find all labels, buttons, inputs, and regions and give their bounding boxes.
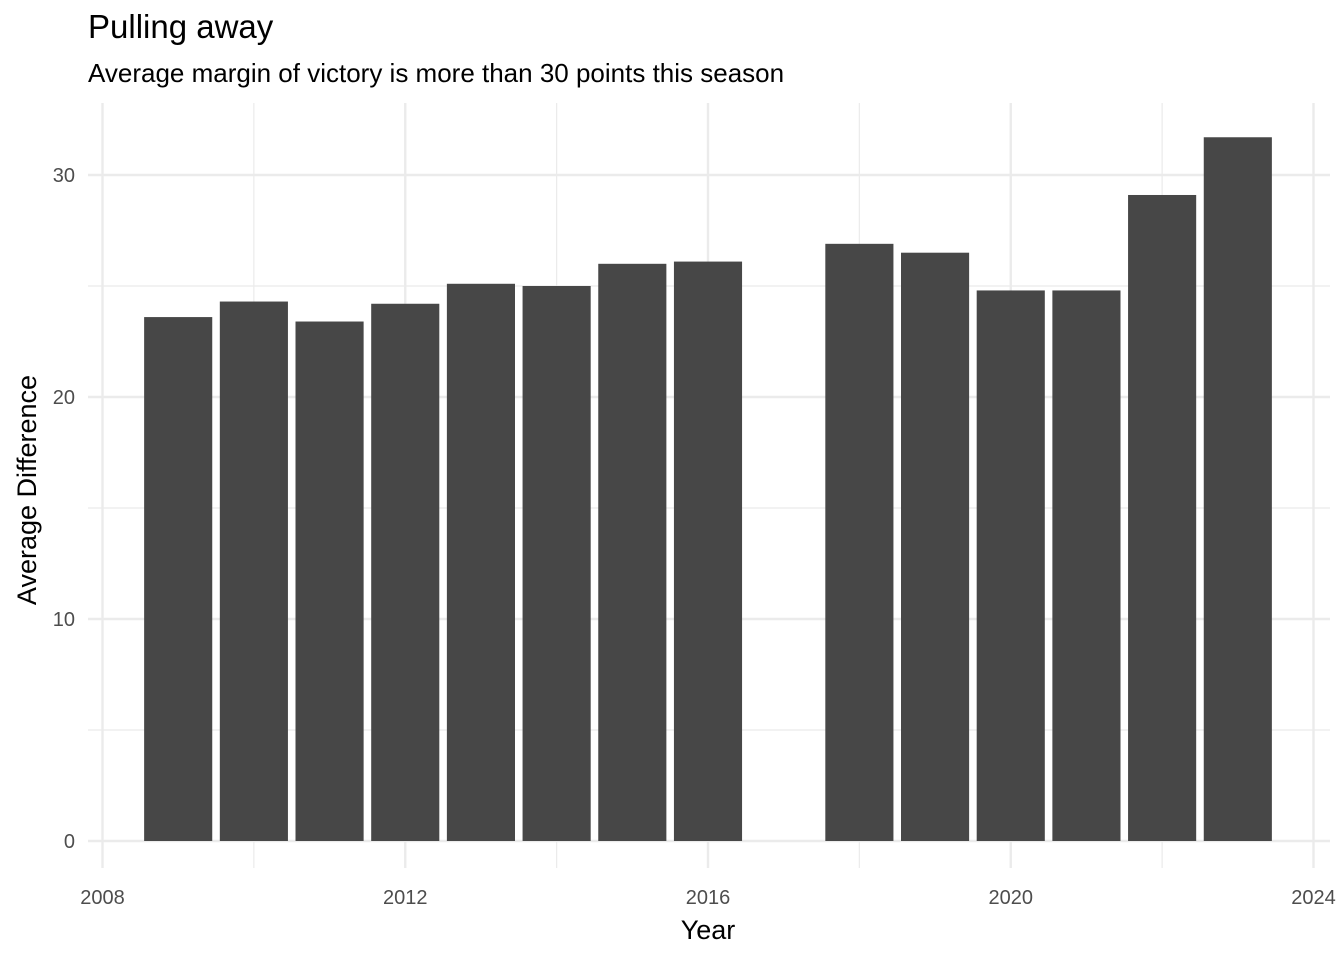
- bar-2019: [901, 252, 970, 841]
- x-axis-ticks: 2008 2012 2016 2020 2024: [80, 887, 1336, 909]
- x-tick-label: 2016: [686, 887, 731, 909]
- x-tick-label: 2008: [80, 887, 125, 909]
- bar-2011: [295, 321, 364, 841]
- y-tick-label: 20: [53, 387, 75, 409]
- bar-2009: [144, 317, 213, 842]
- bar-2020: [976, 290, 1045, 841]
- y-tick-label: 10: [53, 609, 75, 631]
- y-tick-label: 30: [53, 165, 75, 187]
- bar-2014: [522, 286, 591, 841]
- bar-2018: [825, 243, 894, 841]
- bar-2016: [673, 261, 743, 842]
- bars: [144, 137, 1272, 842]
- chart-title: Pulling away: [88, 8, 274, 45]
- x-tick-label: 2020: [989, 887, 1034, 909]
- x-tick-label: 2024: [1291, 887, 1336, 909]
- x-axis-title: Year: [681, 915, 736, 945]
- bar-2010: [219, 301, 288, 841]
- y-axis-ticks: 0 10 20 30: [53, 165, 75, 853]
- y-tick-label: 0: [64, 831, 75, 853]
- chart-subtitle: Average margin of victory is more than 3…: [88, 58, 785, 88]
- bar-2022: [1128, 194, 1197, 842]
- bar-2021: [1052, 290, 1121, 841]
- bar-2012: [371, 303, 440, 841]
- bar-2023: [1203, 137, 1272, 841]
- bar-2015: [598, 263, 667, 841]
- y-axis-title: Average Difference: [12, 375, 42, 605]
- x-tick-label: 2012: [383, 887, 428, 909]
- bar-2013: [446, 283, 515, 841]
